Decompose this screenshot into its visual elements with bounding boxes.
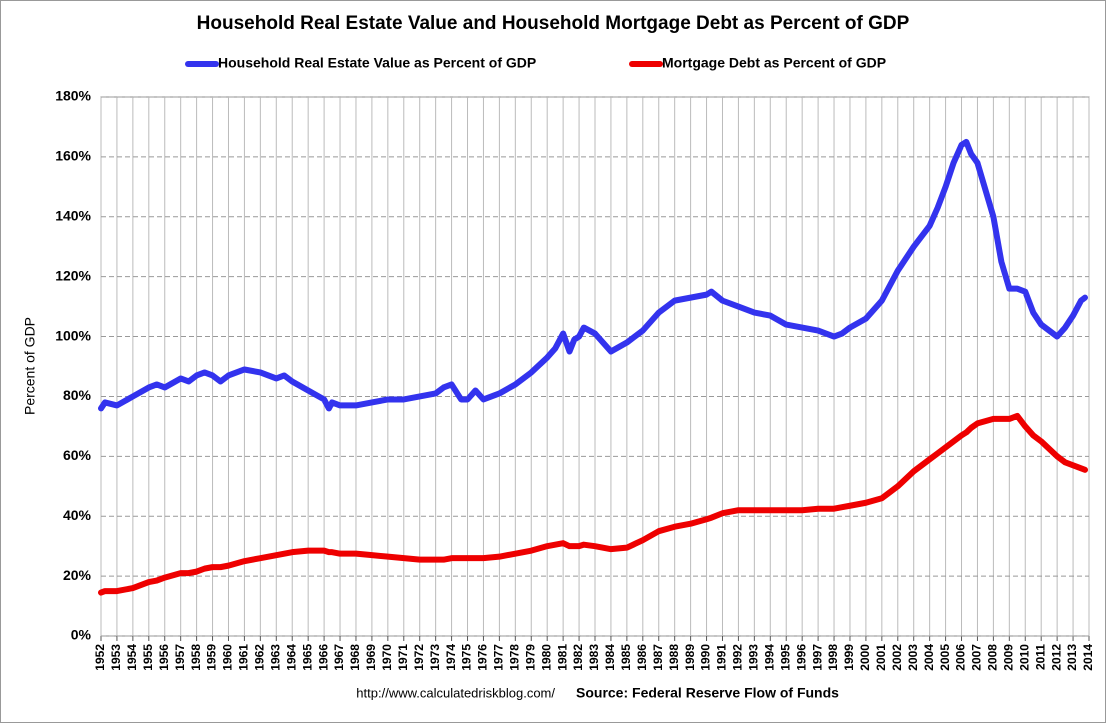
x-tick-label: 2005 <box>938 644 952 671</box>
x-tick-label: 1994 <box>762 644 776 671</box>
url: http://www.calculatedriskblog.com/ <box>356 685 555 700</box>
x-tick-label: 1975 <box>460 644 474 671</box>
x-tick-label: 1981 <box>555 644 569 671</box>
x-tick-label: 1979 <box>523 644 537 671</box>
chart-title: Household Real Estate Value and Househol… <box>197 13 910 34</box>
x-tick-label: 1964 <box>284 644 298 671</box>
x-tick-label: 1970 <box>380 644 394 671</box>
x-tick-label: 1967 <box>332 644 346 671</box>
x-tick-label: 1963 <box>268 644 282 671</box>
y-tick-label: 140% <box>55 207 91 223</box>
x-tick-label: 2004 <box>922 644 936 671</box>
x-tick-label: 2014 <box>1081 644 1095 671</box>
x-tick-label: 1977 <box>492 644 506 671</box>
source: Source: Federal Reserve Flow of Funds <box>576 685 839 701</box>
x-tick-label: 1988 <box>667 644 681 671</box>
x-tick-label: 1956 <box>157 644 171 671</box>
x-tick-label: 1968 <box>348 644 362 671</box>
x-tick-label: 2008 <box>986 644 1000 671</box>
x-tick-label: 1966 <box>316 644 330 671</box>
x-tick-label: 1957 <box>173 644 187 671</box>
x-tick-label: 1960 <box>221 644 235 671</box>
y-tick-label: 0% <box>71 627 92 643</box>
legend-label: Household Real Estate Value as Percent o… <box>218 55 536 71</box>
x-tick-label: 1990 <box>699 644 713 671</box>
x-tick-label: 1989 <box>683 644 697 671</box>
y-tick-label: 180% <box>55 88 91 104</box>
y-tick-label: 60% <box>63 447 92 463</box>
x-tick-label: 1997 <box>810 644 824 671</box>
x-tick-label: 1959 <box>205 644 219 671</box>
x-tick-label: 1969 <box>364 644 378 671</box>
x-tick-label: 1976 <box>476 644 490 671</box>
x-tick-label: 1986 <box>635 644 649 671</box>
x-tick-label: 2011 <box>1033 644 1047 670</box>
y-tick-label: 100% <box>55 327 91 343</box>
x-tick-label: 2003 <box>906 644 920 671</box>
series-line <box>98 412 1089 596</box>
x-tick-label: 2007 <box>970 644 984 671</box>
x-tick-label: 2002 <box>890 644 904 671</box>
x-tick-label: 1962 <box>253 644 267 671</box>
x-tick-label: 1996 <box>794 644 808 671</box>
x-tick-label: 1965 <box>300 644 314 671</box>
x-tick-label: 2001 <box>874 644 888 671</box>
x-tick-label: 2013 <box>1065 644 1079 671</box>
y-tick-label: 80% <box>63 387 92 403</box>
y-tick-label: 20% <box>63 567 92 583</box>
x-tick-label: 2012 <box>1049 644 1063 671</box>
x-tick-label: 1980 <box>539 644 553 671</box>
y-axis-label: Percent of GDP <box>22 317 38 415</box>
x-tick-label: 2009 <box>1001 644 1015 671</box>
x-tick-label: 1973 <box>428 644 442 671</box>
x-tick-label: 1982 <box>571 644 585 671</box>
x-tick-label: 1998 <box>826 644 840 671</box>
x-tick-label: 2000 <box>858 644 872 671</box>
x-tick-label: 1961 <box>237 644 251 671</box>
y-tick-label: 160% <box>55 148 91 164</box>
y-tick-label: 40% <box>63 507 92 523</box>
x-tick-label: 1972 <box>412 644 426 671</box>
x-tick-label: 1985 <box>619 644 633 671</box>
x-tick-label: 1984 <box>603 644 617 671</box>
x-tick-label: 1978 <box>507 644 521 671</box>
x-tick-label: 1983 <box>587 644 601 671</box>
x-tick-label: 1958 <box>189 644 203 671</box>
x-tick-label: 1995 <box>778 644 792 671</box>
x-tick-label: 1974 <box>444 644 458 671</box>
x-tick-label: 1991 <box>715 644 729 671</box>
y-tick-label: 120% <box>55 267 91 283</box>
x-tick-label: 2006 <box>954 644 968 671</box>
legend-label: Mortgage Debt as Percent of GDP <box>662 55 886 71</box>
x-tick-label: 1993 <box>747 644 761 671</box>
x-tick-label: 1971 <box>396 644 410 671</box>
series-line <box>98 138 1089 412</box>
x-tick-label: 1953 <box>109 644 123 671</box>
x-tick-label: 1987 <box>651 644 665 671</box>
x-tick-label: 2010 <box>1017 644 1031 671</box>
x-tick-label: 1999 <box>842 644 856 671</box>
x-tick-label: 1992 <box>731 644 745 671</box>
x-tick-label: 1952 <box>93 644 107 671</box>
x-tick-label: 1954 <box>125 644 139 671</box>
x-tick-label: 1955 <box>141 644 155 671</box>
